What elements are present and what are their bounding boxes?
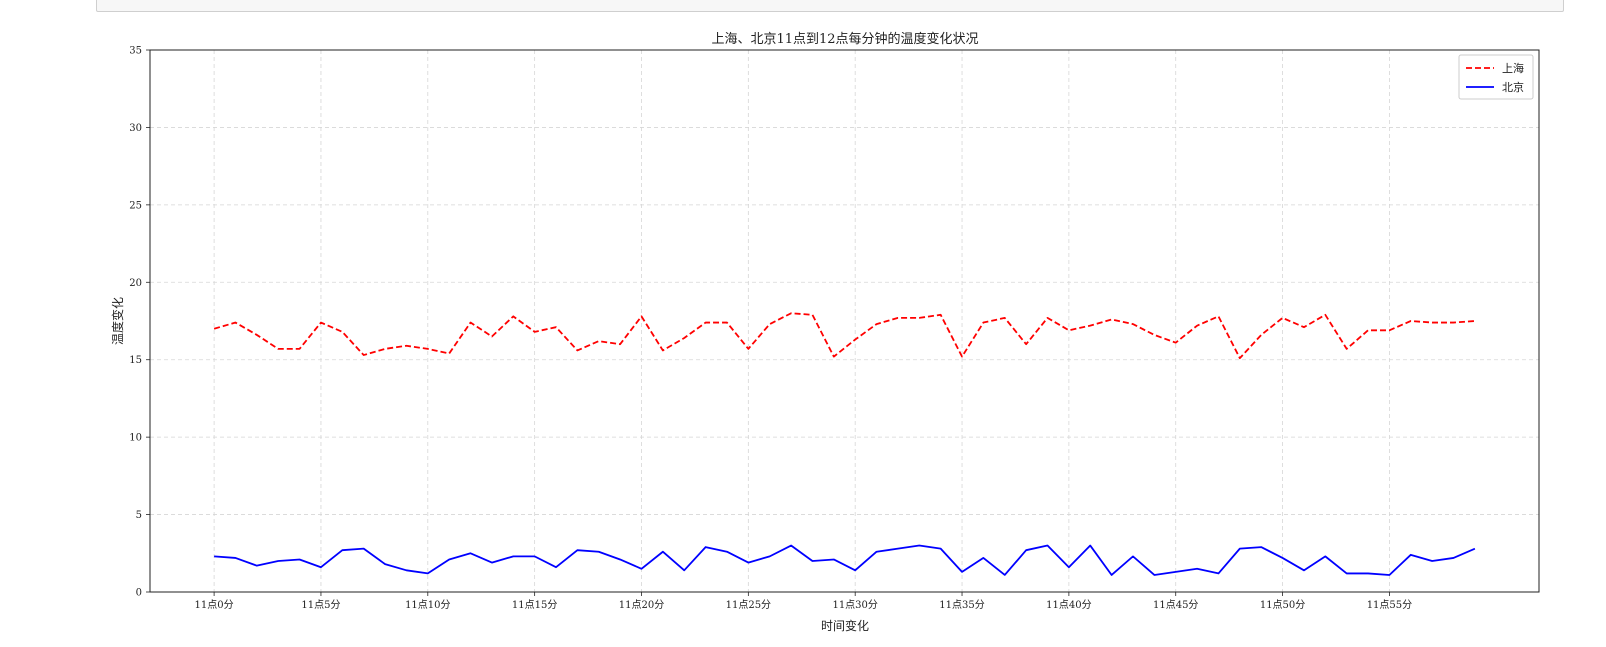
x-tick-label: 11点50分 [1260,599,1305,611]
x-tick-label: 11点25分 [726,599,771,611]
y-tick-label: 15 [129,355,142,366]
x-tick-label: 11点15分 [512,599,557,611]
y-tick-label: 35 [129,46,142,57]
y-tick-label: 0 [136,588,142,599]
series-lines [213,312,1476,576]
y-tick-label: 30 [129,123,142,134]
legend-box [1458,54,1534,100]
y-tick-label: 5 [136,510,142,521]
x-tick-label: 11点0分 [195,599,234,611]
x-tick-label: 11点55分 [1367,599,1412,611]
y-tick-label: 20 [129,278,142,289]
grid-lines [150,49,1539,593]
series-line-beijing [214,544,1476,576]
plot-area-frame [149,49,1540,593]
notebook-cell-bar [96,0,1564,12]
x-tick-label: 11点35分 [939,599,984,611]
y-axis-ticks: 0 5 10 15 20 25 30 35 [129,46,150,599]
legend-label-beijing: 北京 [1502,80,1524,94]
y-tick-label: 10 [129,433,142,444]
legend: 上海 北京 [1458,54,1534,100]
x-tick-label: 11点45分 [1153,599,1198,611]
x-tick-label: 11点5分 [301,599,340,611]
x-tick-label: 11点30分 [832,599,877,611]
legend-label-shanghai: 上海 [1502,61,1524,75]
x-axis-label: 时间变化 [821,618,869,633]
x-tick-label: 11点10分 [405,599,450,611]
chart-title: 上海、北京11点到12点每分钟的温度变化状况 [711,31,978,47]
y-axis-label: 温度变化 [110,297,125,345]
x-axis-ticks: 11点0分 11点5分 11点10分 11点15分 11点20分 11点25分 11点30分… [195,592,1412,611]
series-line-shanghai [213,312,1475,360]
x-tick-label: 11点20分 [619,599,664,611]
x-tick-label: 11点40分 [1046,599,1091,611]
y-tick-label: 25 [129,200,142,211]
